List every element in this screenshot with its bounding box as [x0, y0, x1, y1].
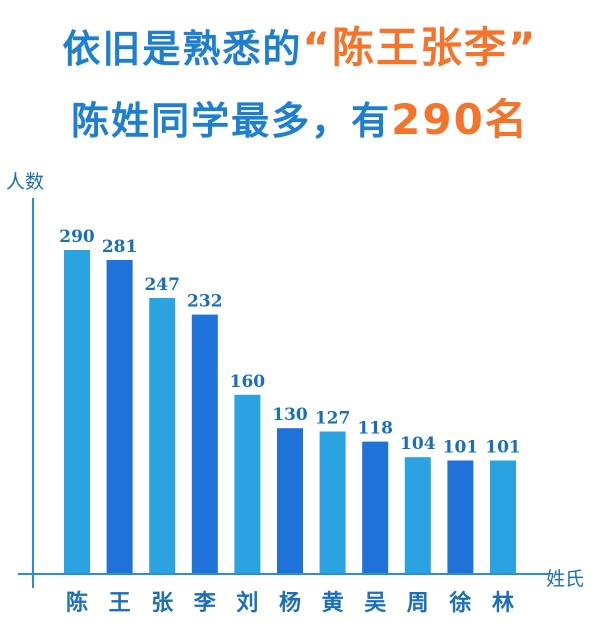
headline-line-2: 陈姓同学最多，有290名 [0, 86, 600, 147]
bar-8 [362, 441, 389, 573]
headline-line-1: 依旧是熟悉的“陈王张李” [0, 14, 600, 75]
category-label-5: 刘 [236, 590, 258, 616]
y-axis-label: 人数 [6, 171, 44, 193]
category-label-1: 陈 [66, 590, 88, 616]
headline-line-2-prefix: 陈姓同学最多，有 [71, 99, 392, 143]
category-label-11: 林 [492, 591, 514, 616]
bar-1 [64, 250, 90, 573]
bar-7 [319, 431, 346, 573]
bar-3 [149, 297, 176, 573]
value-label-8: 118 [357, 419, 393, 439]
category-labels-group: 陈王张李刘杨黄吴周徐林 [66, 590, 514, 616]
category-label-7: 黄 [322, 591, 344, 616]
value-label-6: 130 [272, 405, 308, 425]
value-label-4: 232 [187, 292, 223, 312]
value-label-3: 247 [144, 275, 180, 295]
bar-11 [490, 460, 516, 573]
value-label-5: 160 [230, 372, 266, 392]
bar-9 [404, 457, 431, 573]
bar-6 [277, 428, 303, 573]
category-label-9: 周 [407, 591, 429, 616]
bar-2 [106, 260, 133, 573]
headline-line-2-accent: 290名 [391, 95, 529, 144]
category-label-8: 吴 [364, 591, 386, 616]
bar-10 [447, 460, 474, 573]
category-label-10: 徐 [448, 590, 471, 616]
category-label-4: 李 [193, 591, 217, 616]
category-label-2: 王 [109, 591, 131, 616]
value-label-2: 281 [102, 237, 138, 257]
value-labels-group: 290 281 247 232 160 130 127 118 104 101 101 [59, 227, 521, 458]
value-label-7: 127 [315, 409, 351, 429]
value-label-10: 101 [443, 438, 479, 458]
category-label-3: 张 [151, 591, 174, 616]
value-label-11: 101 [485, 438, 521, 458]
bars-group [64, 250, 516, 573]
headline-line-1-accent: “陈王张李” [302, 23, 538, 72]
value-label-9: 104 [400, 434, 436, 454]
bar-5 [234, 394, 261, 573]
bar-4 [191, 314, 218, 573]
headline-line-1-prefix: 依旧是熟悉的 [62, 27, 303, 71]
x-axis-label: 姓氏 [546, 568, 584, 590]
value-label-1: 290 [59, 227, 95, 247]
category-label-6: 杨 [279, 591, 301, 616]
